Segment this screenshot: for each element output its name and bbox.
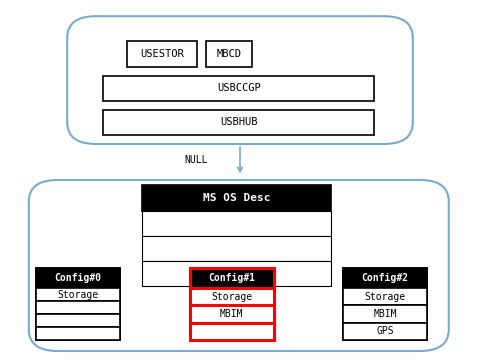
Text: Storage: Storage bbox=[211, 292, 252, 302]
Text: MBIM: MBIM bbox=[220, 309, 243, 319]
Bar bbox=[36, 268, 120, 288]
Bar bbox=[36, 268, 120, 340]
Bar bbox=[142, 236, 331, 261]
Text: USBCCGP: USBCCGP bbox=[217, 83, 261, 93]
Bar bbox=[142, 185, 331, 211]
Text: Config#0: Config#0 bbox=[55, 273, 101, 283]
Bar bbox=[103, 110, 374, 135]
FancyBboxPatch shape bbox=[29, 180, 449, 351]
Bar bbox=[142, 211, 331, 236]
Bar bbox=[343, 268, 427, 340]
Text: NULL: NULL bbox=[185, 155, 208, 165]
Text: MBIM: MBIM bbox=[373, 309, 397, 319]
Text: Config#1: Config#1 bbox=[208, 273, 255, 283]
Bar bbox=[36, 327, 120, 340]
Text: Storage: Storage bbox=[365, 292, 406, 302]
Text: Config#2: Config#2 bbox=[362, 273, 408, 283]
Text: Storage: Storage bbox=[58, 289, 98, 300]
Text: MS OS Desc: MS OS Desc bbox=[203, 193, 270, 203]
FancyBboxPatch shape bbox=[67, 16, 413, 144]
Text: MBCD: MBCD bbox=[216, 49, 242, 59]
Bar bbox=[190, 305, 274, 323]
Bar bbox=[142, 261, 331, 286]
Bar bbox=[36, 301, 120, 314]
Text: GPS: GPS bbox=[376, 327, 394, 337]
Bar bbox=[343, 323, 427, 340]
Bar bbox=[206, 41, 252, 67]
Bar bbox=[36, 314, 120, 327]
Bar bbox=[190, 268, 274, 340]
Bar bbox=[127, 41, 197, 67]
Text: USBHUB: USBHUB bbox=[220, 117, 258, 127]
Bar bbox=[190, 268, 274, 288]
Bar bbox=[343, 305, 427, 323]
Bar bbox=[36, 288, 120, 301]
Bar bbox=[190, 323, 274, 340]
Bar bbox=[343, 288, 427, 305]
Bar bbox=[343, 268, 427, 288]
Bar bbox=[103, 76, 374, 101]
Text: USESTOR: USESTOR bbox=[140, 49, 184, 59]
Bar bbox=[190, 288, 274, 305]
